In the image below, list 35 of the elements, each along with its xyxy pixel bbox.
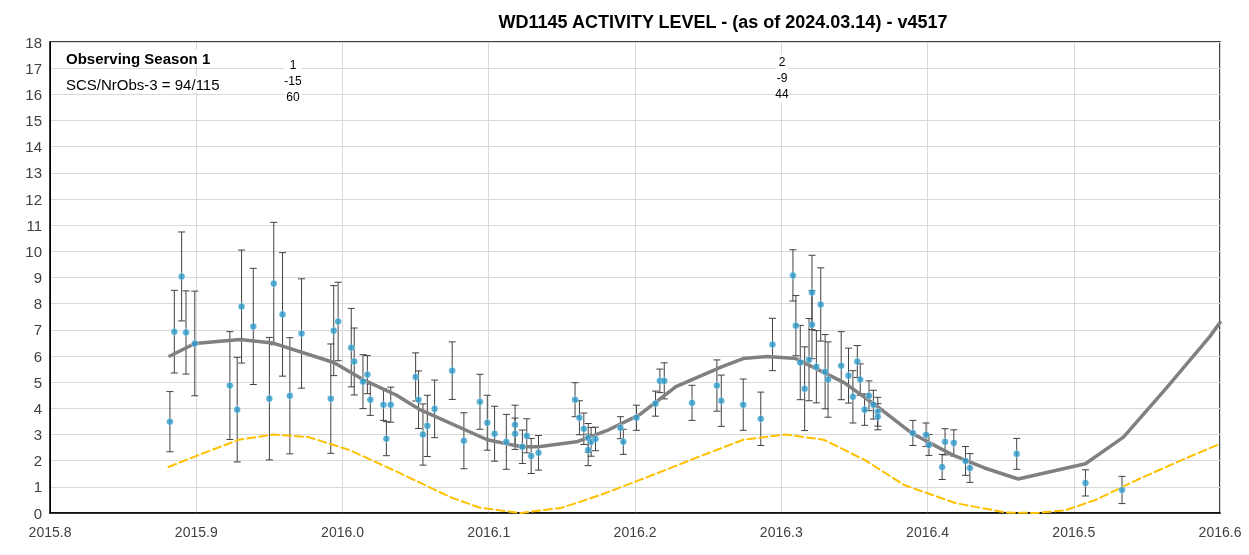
annotation: Observing Season 1 bbox=[66, 49, 211, 67]
y-tick-label: 10 bbox=[25, 242, 42, 260]
y-tick-label: 18 bbox=[25, 33, 42, 51]
y-tick-label: 13 bbox=[25, 164, 42, 182]
line-series bbox=[167, 433, 1221, 514]
y-tick-label: 5 bbox=[33, 373, 42, 391]
annotation: 2 -9 44 bbox=[775, 55, 789, 101]
y-tick-label: 11 bbox=[26, 216, 42, 234]
y-tick-label: 15 bbox=[25, 112, 42, 129]
y-tick-label: 2 bbox=[33, 452, 42, 470]
y-tick-label: 0 bbox=[33, 504, 42, 522]
x-tick-label: 2016.6 bbox=[1198, 524, 1242, 540]
y-tick-label: 7 bbox=[33, 321, 42, 339]
y-tick-label: 1 bbox=[33, 478, 42, 496]
x-tick-label: 2016.0 bbox=[321, 524, 365, 540]
x-tick-label: 2016.3 bbox=[759, 524, 803, 540]
x-tick-label: 2016.5 bbox=[1052, 524, 1096, 540]
chart-title: WD1145 ACTIVITY LEVEL - (as of 2024.03.14) - v4517 bbox=[498, 12, 948, 32]
x-tick-label: 2015.9 bbox=[174, 524, 218, 540]
x-tick-label: 2016.1 bbox=[467, 524, 511, 540]
y-tick-label: 8 bbox=[33, 295, 42, 313]
y-tick-label: 16 bbox=[25, 85, 42, 103]
y-tick-label: 12 bbox=[25, 190, 42, 208]
annotation: 1 -15 60 bbox=[284, 58, 302, 104]
y-tick-label: 4 bbox=[33, 399, 42, 417]
x-tick-label: 2016.2 bbox=[613, 524, 657, 540]
y-tick-label: 6 bbox=[33, 347, 42, 365]
y-tick-label: 3 bbox=[33, 426, 42, 443]
y-tick-label: 9 bbox=[33, 269, 42, 286]
x-tick-label: 2016.4 bbox=[906, 524, 950, 540]
y-tick-label: 14 bbox=[25, 138, 42, 156]
annotation: SCS/NrObs-3 = 94/115 bbox=[66, 75, 220, 93]
x-tick-label: 2015.8 bbox=[28, 524, 72, 540]
line-series bbox=[168, 320, 1222, 481]
y-tick-label: 17 bbox=[25, 59, 42, 77]
